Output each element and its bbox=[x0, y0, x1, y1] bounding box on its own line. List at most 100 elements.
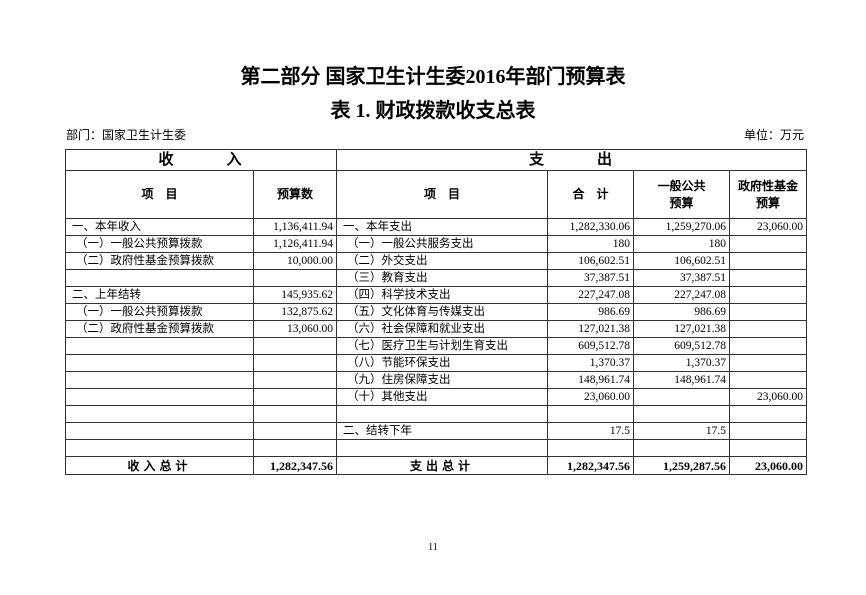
cell-in-amt bbox=[252, 422, 338, 440]
cell-general: 148,961.74 bbox=[633, 371, 731, 389]
total-in-label: 收入总计 bbox=[65, 456, 254, 475]
table-row: 一、本年收入 1,136,411.94 一、本年支出 1,282,330.06 1,25… bbox=[65, 218, 808, 236]
cell-general: 180 bbox=[633, 235, 731, 253]
cell-in-amt: 10,000.00 bbox=[252, 252, 338, 270]
table-row: 二、上年结转 145,935.62 （四）科学技术支出 227,247.08 227,2… bbox=[65, 286, 808, 304]
table-row: （一）一般公共预算拨款 132,875.62 （五）文化体育与传媒支出 986.69 9… bbox=[65, 303, 808, 321]
cell-in-amt bbox=[252, 337, 338, 355]
cell-general: 127,021.38 bbox=[633, 320, 731, 338]
cell-general: 1,370.37 bbox=[633, 354, 731, 372]
cell-total: 227,247.08 bbox=[547, 286, 635, 304]
cell-fund: 23,060.00 bbox=[729, 218, 808, 236]
cell-total: 23,060.00 bbox=[547, 388, 635, 406]
cell-in-amt: 1,126,411.94 bbox=[252, 235, 338, 253]
cell-fund bbox=[729, 405, 808, 423]
cell-general: 37,387.51 bbox=[633, 269, 731, 287]
header-row: 项 目 预算数 项 目 合 计 一般公共 预算 政府性基金 预算 bbox=[65, 170, 808, 219]
cell-fund bbox=[729, 354, 808, 372]
cell-fund bbox=[729, 269, 808, 287]
cell-total: 37,387.51 bbox=[547, 269, 635, 287]
cell-total: 17.5 bbox=[547, 422, 635, 440]
income-header: 收 入 bbox=[64, 149, 338, 171]
table-title: 表 1. 财政拨款收支总表 bbox=[330, 100, 536, 122]
table-row: （一）一般公共预算拨款 1,126,411.94 （一）一般公共服务支出 180 180 bbox=[65, 235, 808, 253]
cell-in-item bbox=[65, 388, 254, 406]
cell-general bbox=[633, 439, 731, 457]
cell-total: 106,602.51 bbox=[547, 252, 635, 270]
cell-total: 1,282,330.06 bbox=[547, 218, 635, 236]
cell-out-item: 二、结转下年 bbox=[336, 422, 549, 440]
total-general: 1,259,287.56 bbox=[633, 456, 731, 475]
page-number: 11 bbox=[428, 542, 438, 553]
total-out-label: 支出总计 bbox=[336, 456, 549, 475]
cell-general: 17.5 bbox=[633, 422, 731, 440]
unit-label: 单位：万元 bbox=[743, 128, 804, 142]
cell-out-item: （八）节能环保支出 bbox=[336, 354, 549, 372]
cell-in-amt: 1,136,411.94 bbox=[252, 218, 338, 236]
cell-in-item bbox=[65, 371, 254, 389]
table-row bbox=[65, 439, 808, 457]
table-row: （七）医疗卫生与计划生育支出 609,512.78 609,512.78 bbox=[65, 337, 808, 355]
cell-out-item: 一、本年支出 bbox=[336, 218, 549, 236]
table-row: （八）节能环保支出 1,370.37 1,370.37 bbox=[65, 354, 808, 372]
table-row: （九）住房保障支出 148,961.74 148,961.74 bbox=[65, 371, 808, 389]
table-row: （十）其他支出 23,060.00 23,060.00 bbox=[65, 388, 808, 406]
cell-in-item: 二、上年结转 bbox=[65, 286, 254, 304]
header-row-group: 收 入 支 出 bbox=[64, 149, 808, 171]
table-row bbox=[65, 405, 808, 423]
cell-out-item: （一）一般公共服务支出 bbox=[336, 235, 549, 253]
cell-general: 1,259,270.06 bbox=[633, 218, 731, 236]
cell-general: 609,512.78 bbox=[633, 337, 731, 355]
cell-in-amt bbox=[252, 439, 338, 457]
total-in-amt: 1,282,347.56 bbox=[252, 456, 338, 475]
cell-in-item bbox=[65, 269, 254, 287]
cell-general: 227,247.08 bbox=[633, 286, 731, 304]
cell-in-item: （一）一般公共预算拨款 bbox=[65, 303, 254, 321]
col-header-item2: 项 目 bbox=[336, 170, 549, 219]
cell-fund bbox=[729, 320, 808, 338]
cell-out-item: （四）科学技术支出 bbox=[336, 286, 549, 304]
col-header-total: 合 计 bbox=[547, 170, 635, 219]
cell-fund bbox=[729, 286, 808, 304]
cell-in-item bbox=[65, 439, 254, 457]
cell-in-item bbox=[65, 422, 254, 440]
cell-general: 986.69 bbox=[633, 303, 731, 321]
cell-in-amt bbox=[252, 269, 338, 287]
cell-total bbox=[547, 439, 635, 457]
cell-in-item: （一）一般公共预算拨款 bbox=[65, 235, 254, 253]
totals-row: 收入总计 1,282,347.56 支出总计 1,282,347.56 1,259,28… bbox=[65, 456, 808, 475]
total-fund: 23,060.00 bbox=[729, 456, 808, 475]
col-header-fund: 政府性基金 预算 bbox=[729, 170, 808, 219]
table-row: （二）政府性基金预算拨款 13,060.00 （六）社会保障和就业支出 127,021… bbox=[65, 320, 808, 338]
cell-total: 127,021.38 bbox=[547, 320, 635, 338]
cell-in-amt bbox=[252, 388, 338, 406]
cell-fund bbox=[729, 303, 808, 321]
cell-out-item: （九）住房保障支出 bbox=[336, 371, 549, 389]
cell-fund: 23,060.00 bbox=[729, 388, 808, 406]
cell-total: 609,512.78 bbox=[547, 337, 635, 355]
cell-fund bbox=[729, 422, 808, 440]
cell-out-item bbox=[336, 439, 549, 457]
cell-general: 106,602.51 bbox=[633, 252, 731, 270]
cell-in-item bbox=[65, 405, 254, 423]
cell-in-amt bbox=[252, 354, 338, 372]
department-label: 部门：国家卫生计生委 bbox=[66, 128, 187, 142]
cell-in-item: （二）政府性基金预算拨款 bbox=[65, 252, 254, 270]
cell-out-item: （十）其他支出 bbox=[336, 388, 549, 406]
cell-total: 180 bbox=[547, 235, 635, 253]
cell-fund bbox=[729, 337, 808, 355]
cell-general bbox=[633, 405, 731, 423]
cell-in-item bbox=[65, 354, 254, 372]
col-header-item: 项 目 bbox=[65, 170, 254, 219]
cell-in-amt: 145,935.62 bbox=[252, 286, 338, 304]
cell-out-item: （五）文化体育与传媒支出 bbox=[336, 303, 549, 321]
cell-total: 148,961.74 bbox=[547, 371, 635, 389]
cell-in-amt bbox=[252, 405, 338, 423]
cell-general bbox=[633, 388, 731, 406]
cell-total: 986.69 bbox=[547, 303, 635, 321]
col-header-budget: 预算数 bbox=[252, 170, 338, 219]
page-title: 第二部分 国家卫生计生委2016年部门预算表 bbox=[240, 66, 626, 88]
cell-fund bbox=[729, 371, 808, 389]
cell-in-amt bbox=[252, 371, 338, 389]
cell-in-amt: 13,060.00 bbox=[252, 320, 338, 338]
